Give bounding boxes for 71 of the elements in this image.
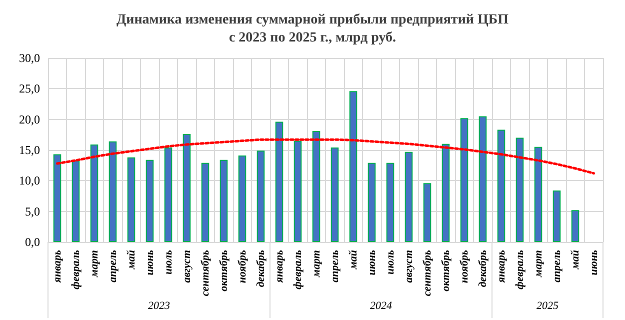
bar (164, 148, 172, 242)
bar (534, 146, 542, 242)
bar (220, 160, 228, 242)
x-tick-label: май (347, 250, 360, 270)
x-tick-label: февраль (70, 250, 82, 290)
bar (238, 156, 246, 242)
bar (386, 162, 394, 242)
y-tick-label: 15,0 (19, 143, 40, 157)
bar (294, 140, 302, 242)
x-tick-label: октябрь (218, 250, 230, 292)
bar (552, 190, 561, 242)
bar (127, 157, 136, 242)
x-tick-label: январь (273, 250, 286, 284)
x-tick-label: апрель (550, 250, 563, 282)
bar (516, 138, 524, 242)
x-tick-label: февраль (514, 250, 526, 290)
x-tick-label: декабрь (476, 250, 489, 288)
line-series (56, 138, 595, 175)
bar (53, 154, 62, 242)
x-tick-label: февраль (292, 250, 304, 290)
x-tick-label: май (569, 250, 582, 270)
x-tick-label: июнь (588, 250, 600, 276)
bar (368, 162, 376, 242)
text: 2024 (370, 300, 392, 312)
x-tick-label: июль (384, 250, 396, 275)
y-tick-label: 20,0 (19, 112, 40, 126)
x-tick-label: март (88, 250, 100, 278)
y-tick-label: 25,0 (19, 82, 40, 96)
x-tick-label: июль (162, 250, 174, 275)
bar (72, 160, 80, 242)
x-tick-label: сентябрь (199, 250, 212, 296)
bar (349, 91, 358, 242)
x-tick-label: октябрь (440, 250, 452, 292)
bar (423, 183, 432, 242)
bar (330, 148, 339, 242)
x-tick-label: ноябрь (458, 250, 470, 284)
x-tick-label: декабрь (254, 250, 267, 288)
text: 2023 (148, 300, 170, 312)
y-tick-label: 10,0 (19, 174, 40, 188)
bar (478, 116, 487, 242)
bar (404, 152, 413, 242)
x-tick-label: сентябрь (421, 250, 434, 296)
bar (442, 144, 450, 242)
y-tick-label: 30,0 (19, 51, 40, 65)
bar (460, 118, 468, 242)
x-tick-label: март (532, 250, 544, 278)
bar (497, 130, 506, 242)
text: 2025 (536, 300, 559, 312)
x-tick-label: август (180, 250, 193, 283)
x-tick-label: июнь (366, 250, 378, 276)
bar (571, 210, 580, 242)
x-tick-label: апрель (328, 250, 341, 282)
bar (312, 130, 320, 242)
x-tick-label: май (125, 250, 138, 270)
x-tick-label: апрель (106, 250, 119, 282)
y-tick-label: 0,0 (25, 235, 40, 249)
x-tick-label: январь (495, 250, 508, 284)
bar (201, 162, 210, 242)
x-tick-label: ноябрь (236, 250, 248, 284)
bar (256, 150, 265, 242)
x-tick-label: июнь (144, 250, 156, 276)
chart-title: Динамика изменения суммарной прибыли предприятий ЦБП с 2023 по 2025 г., млрд руб. (116, 12, 509, 46)
x-tick-label: январь (51, 250, 64, 284)
bar (108, 141, 117, 242)
bar (182, 134, 191, 242)
bar (90, 144, 98, 242)
x-tick-label: август (402, 250, 415, 283)
x-tick-label: март (310, 250, 322, 278)
y-tick-label: 5,0 (25, 204, 40, 218)
bar (275, 122, 284, 242)
bar (146, 160, 154, 242)
